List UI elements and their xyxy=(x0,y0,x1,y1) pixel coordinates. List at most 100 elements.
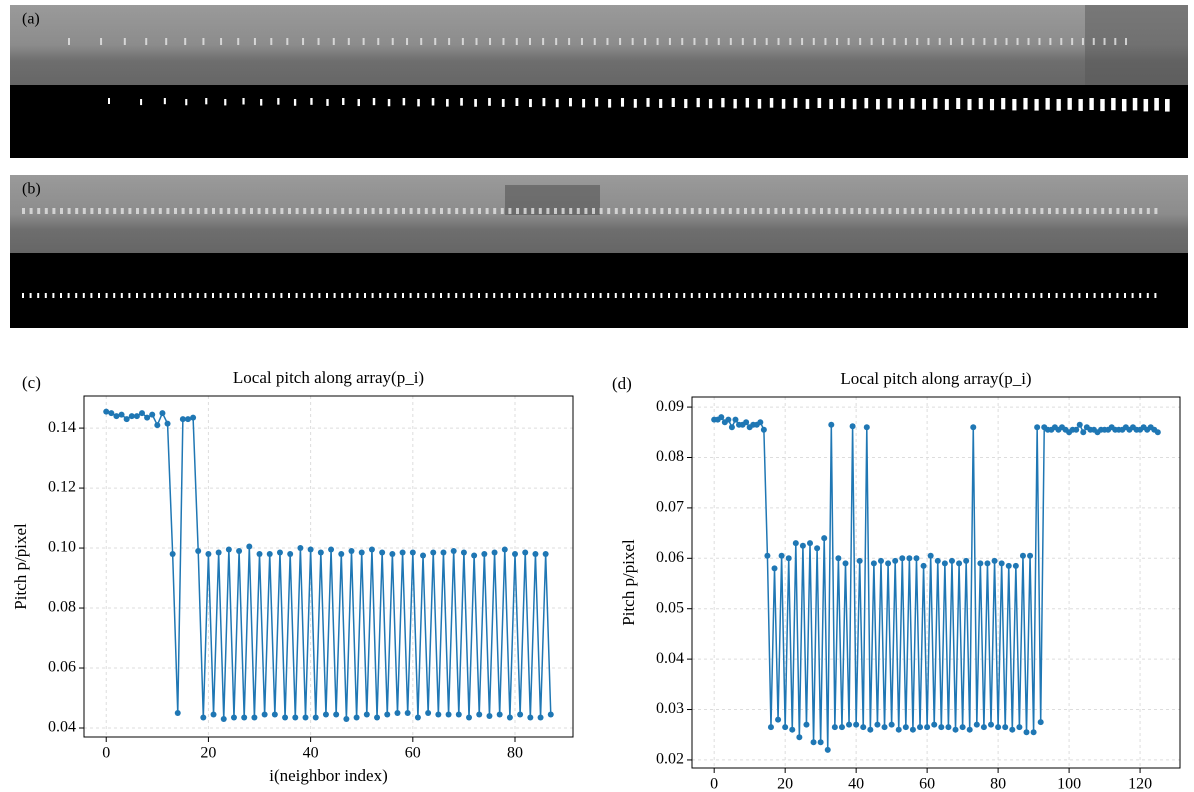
dot xyxy=(303,208,307,214)
dash xyxy=(817,98,822,108)
data-point xyxy=(312,714,319,721)
data-point xyxy=(973,721,980,728)
dot xyxy=(489,38,492,45)
data-point xyxy=(743,419,750,426)
dash xyxy=(941,293,944,298)
dot xyxy=(896,208,899,214)
dot xyxy=(212,208,215,214)
data-point xyxy=(440,549,447,556)
data-point xyxy=(831,724,838,731)
dash xyxy=(386,293,389,298)
y-tick-label: 0.05 xyxy=(656,599,684,616)
dash xyxy=(1124,293,1126,298)
dot xyxy=(406,38,409,45)
data-point xyxy=(179,416,186,423)
x-tick-label: 40 xyxy=(303,745,319,762)
data-point xyxy=(241,714,248,721)
data-point xyxy=(496,711,503,718)
data-point xyxy=(522,549,529,556)
data-point xyxy=(210,711,217,718)
dash xyxy=(698,293,701,298)
dash xyxy=(538,293,541,298)
data-point xyxy=(455,711,462,718)
data-point xyxy=(1009,726,1016,733)
dot xyxy=(181,208,185,214)
data-point xyxy=(261,711,268,718)
dash xyxy=(568,98,572,107)
dot xyxy=(202,38,205,45)
dash xyxy=(1045,98,1050,110)
data-point xyxy=(184,416,191,423)
dot xyxy=(120,208,124,214)
dash xyxy=(584,293,587,298)
data-point xyxy=(317,549,324,556)
data-point xyxy=(849,423,856,430)
data-point xyxy=(870,560,877,567)
data-point xyxy=(792,540,799,547)
dot xyxy=(237,38,240,45)
dash xyxy=(1012,99,1017,111)
dash xyxy=(781,99,786,109)
dash xyxy=(569,293,572,298)
dot xyxy=(288,208,291,214)
dash xyxy=(858,293,860,298)
dot xyxy=(371,208,375,214)
dash xyxy=(90,293,93,298)
data-point xyxy=(379,549,386,556)
dash xyxy=(888,293,891,298)
dot xyxy=(500,208,504,214)
dash xyxy=(295,293,298,298)
data-point xyxy=(778,552,785,559)
data-point xyxy=(956,560,963,567)
dash xyxy=(592,293,594,298)
plot-frame xyxy=(691,396,1181,769)
dot xyxy=(234,208,238,214)
dot xyxy=(250,208,253,214)
dot xyxy=(904,38,907,45)
dot xyxy=(1060,38,1063,45)
dash xyxy=(151,293,154,298)
dot xyxy=(606,38,609,45)
dot xyxy=(835,208,839,214)
data-point xyxy=(810,739,817,746)
data-point xyxy=(154,422,161,429)
data-point xyxy=(205,551,212,558)
dash xyxy=(60,293,62,298)
dot xyxy=(593,38,596,45)
dash xyxy=(120,293,123,298)
data-point xyxy=(757,419,764,426)
dash xyxy=(333,293,336,298)
dash xyxy=(989,99,995,111)
data-point xyxy=(246,543,253,550)
data-line xyxy=(106,410,552,720)
dot xyxy=(448,38,451,45)
data-point xyxy=(425,710,432,717)
dot xyxy=(926,208,930,214)
x-tick-label: 20 xyxy=(200,745,216,762)
dash xyxy=(829,99,833,110)
dash xyxy=(789,293,792,298)
data-point xyxy=(220,716,227,723)
dash xyxy=(978,98,983,110)
dash xyxy=(542,98,546,107)
dot xyxy=(941,208,945,214)
dot xyxy=(797,208,801,214)
dot xyxy=(417,208,421,214)
data-point xyxy=(512,551,519,558)
dash xyxy=(1055,293,1058,298)
dot xyxy=(158,208,162,214)
dot xyxy=(332,38,335,45)
dot xyxy=(804,208,808,214)
dot xyxy=(983,38,986,45)
dash xyxy=(508,293,511,298)
dot xyxy=(1055,208,1059,214)
dot xyxy=(865,208,869,214)
data-point xyxy=(144,414,151,421)
plot: 0.04 0.06 0.08 0.10 0.12 0.14 0 20 40 60 80 Local p… xyxy=(11,368,574,785)
data-point xyxy=(251,714,258,721)
dot xyxy=(434,38,437,45)
dot xyxy=(151,208,155,214)
dot xyxy=(1002,208,1006,214)
dash xyxy=(911,293,914,298)
dot xyxy=(592,208,595,214)
